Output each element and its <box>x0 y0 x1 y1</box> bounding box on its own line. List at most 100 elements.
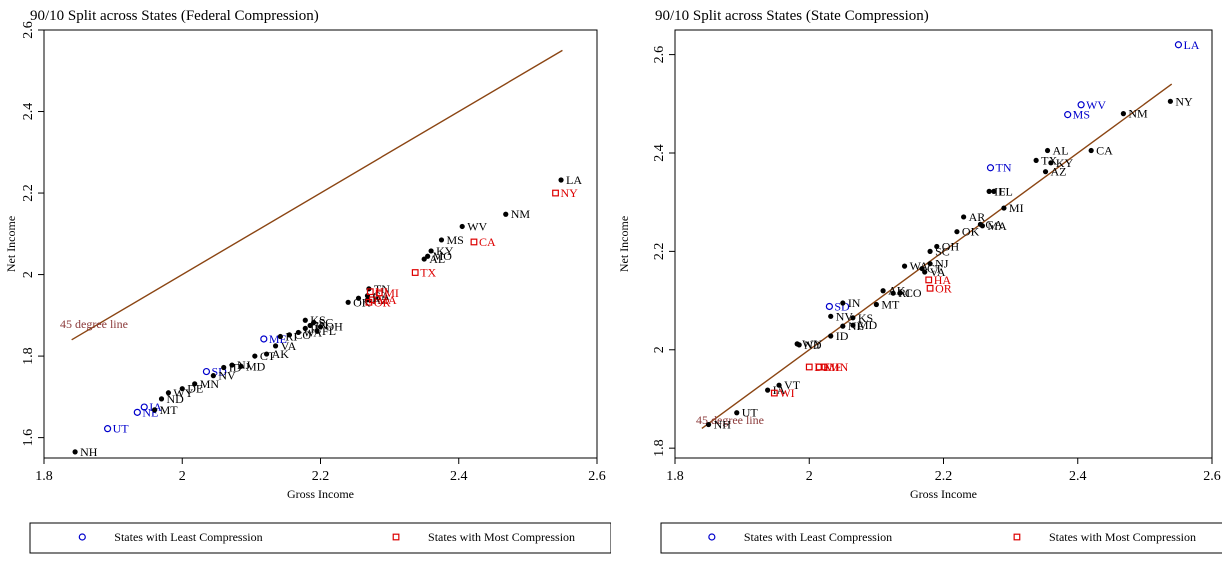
point-label-md: MD <box>246 359 266 373</box>
point-label-co: CO <box>905 286 922 300</box>
point-label-in: IN <box>848 296 861 310</box>
point-label-mt: MT <box>160 403 179 417</box>
point-marker-la <box>1174 41 1183 49</box>
point-marker-mi <box>1001 205 1007 211</box>
point-label-tx: TX <box>420 266 436 280</box>
point-marker-ct <box>252 353 258 359</box>
federal-compression-chart: 90/10 Split across States (Federal Compr… <box>4 8 612 554</box>
point-marker-tn <box>986 164 995 172</box>
point-marker-or <box>926 284 934 292</box>
x-tick-label: 2.4 <box>450 469 468 484</box>
point-marker-nd <box>796 342 802 348</box>
point-marker-ca <box>470 238 478 246</box>
point-marker-wi <box>770 389 778 397</box>
point-marker-ut <box>103 425 112 433</box>
point-marker-wa <box>901 263 908 269</box>
point-label-nh: NH <box>80 445 98 459</box>
y-tick-label: 2.4 <box>21 103 36 121</box>
point-marker-tx <box>411 269 419 276</box>
point-marker-mn <box>820 363 828 371</box>
point-label-ne: NE <box>848 319 864 333</box>
point-label-ok: OK <box>962 225 980 239</box>
point-marker-al <box>1044 147 1051 154</box>
point-marker-ms <box>438 237 445 243</box>
point-label-az: AZ <box>373 293 389 307</box>
point-label-or: OR <box>374 295 391 309</box>
point-marker-id <box>828 333 834 339</box>
point-marker-de <box>805 363 813 371</box>
point-label-ny: NY <box>1175 94 1193 108</box>
point-marker-nm <box>1120 111 1126 117</box>
x-tick-label: 2.6 <box>588 469 606 484</box>
point-marker-ky <box>428 248 434 254</box>
point-label-or: OR <box>935 281 952 295</box>
point-label-nm: NM <box>1128 107 1148 121</box>
point-label-fl: FL <box>322 324 336 338</box>
point-marker-nj <box>229 362 235 368</box>
point-marker-ar <box>355 295 362 301</box>
point-marker-fl <box>991 188 997 194</box>
point-marker-ok <box>954 229 960 235</box>
x-tick-label: 2.2 <box>312 469 330 484</box>
point-marker-ct <box>919 265 925 272</box>
point-marker-nv <box>828 313 834 319</box>
point-marker-ok <box>345 299 351 305</box>
point-marker-id <box>221 364 227 371</box>
x-tick-label: 2.2 <box>935 469 953 484</box>
plot-frame <box>43 29 598 459</box>
point-marker-vt <box>776 382 782 388</box>
point-marker-in <box>840 300 846 306</box>
chart-title: 90/10 Split across States (State Compres… <box>655 8 929 24</box>
state-compression-chart: 90/10 Split across States (State Compres… <box>617 8 1222 554</box>
point-label-nv: NV <box>836 309 854 323</box>
state-compression-panel: 90/10 Split across States (State Compres… <box>611 0 1222 561</box>
legend-most-label: States with Most Compression <box>1049 530 1196 544</box>
point-marker-ha <box>925 276 933 284</box>
point-marker-ne <box>133 408 141 416</box>
point-marker-sd <box>825 302 833 311</box>
point-marker-ak <box>880 288 886 294</box>
point-marker-ri <box>890 290 896 296</box>
point-marker-ar <box>961 214 967 220</box>
point-label-oh: OH <box>942 239 960 253</box>
point-marker-ut <box>734 410 740 416</box>
point-label-wy: WY <box>173 386 193 400</box>
point-label-ky: KY <box>436 244 454 258</box>
point-marker-md <box>238 363 244 369</box>
point-label-wv: WV <box>467 219 487 233</box>
reference-line-45 <box>701 83 1173 430</box>
point-label-mi: MI <box>384 286 399 300</box>
x-tick-label: 2.6 <box>1203 469 1221 484</box>
point-marker-ks <box>850 315 856 321</box>
point-marker-me <box>815 363 823 371</box>
legend-box <box>660 522 1222 554</box>
point-marker-oh <box>934 243 940 250</box>
point-label-al: AL <box>429 252 445 266</box>
point-marker-va <box>272 343 279 349</box>
point-label-sd: SD <box>834 299 850 313</box>
point-label-md: MD <box>858 318 878 332</box>
point-marker-wv <box>459 223 465 230</box>
point-label-fl: FL <box>999 184 1013 198</box>
x-tick-label: 2 <box>179 469 186 484</box>
point-label-wv: WV <box>1086 98 1106 112</box>
point-label-ms: MS <box>1073 108 1090 122</box>
point-label-tx: TX <box>1041 153 1057 167</box>
point-label-id: ID <box>836 329 849 343</box>
point-marker-or <box>365 298 373 306</box>
point-marker-mn <box>192 381 198 387</box>
point-marker-ms <box>1064 111 1072 119</box>
point-marker-ny <box>1167 98 1173 104</box>
y-tick-label: 2.2 <box>21 184 36 202</box>
point-marker-mo <box>425 253 431 259</box>
y-tick-label: 2.4 <box>652 144 667 162</box>
point-label-wy: WY <box>802 337 822 351</box>
point-label-va: VA <box>281 339 297 353</box>
point-marker-al <box>421 256 427 262</box>
point-marker-wa <box>295 329 301 336</box>
point-label-ks: KS <box>858 311 873 325</box>
point-marker-fl <box>314 328 320 334</box>
point-marker-nv <box>210 373 216 379</box>
point-marker-co <box>897 290 903 296</box>
point-label-mn: MN <box>829 360 849 374</box>
